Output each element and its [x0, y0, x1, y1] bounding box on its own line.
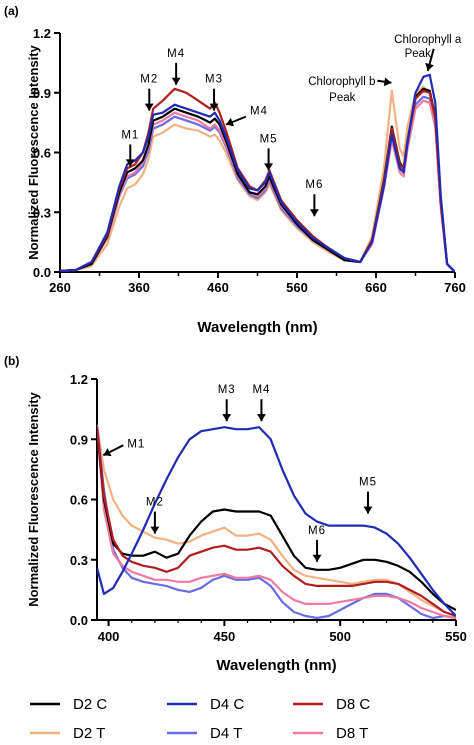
y-tick-label: 0.3: [33, 205, 51, 220]
annotation-label: Chlorophyll a: [394, 34, 462, 46]
legend-label: D4 C: [210, 696, 244, 713]
legend-item: D8 T: [293, 725, 368, 742]
legend-label: D2 C: [73, 696, 107, 713]
panel-a: (a) 0.0 0.3 0.6 0.9 1.2 260 360 460 560 660 760 Wave…: [4, 4, 466, 336]
y-tick-label: 1.2: [70, 372, 88, 387]
annotation-9-head: [425, 62, 434, 71]
annotation-label: M4: [250, 106, 268, 118]
y-tick-label: 1.2: [33, 26, 51, 41]
series-line-d8-t: [97, 427, 456, 620]
legend-item: D2 C: [30, 696, 107, 713]
legend-label: D8 T: [336, 725, 368, 742]
legend-label: D2 T: [73, 725, 105, 742]
annotation-3-head: [209, 103, 219, 111]
y-axis-label: Normalized Fluorescence Intensity: [26, 391, 41, 606]
y-tick-label: 0.9: [33, 86, 51, 101]
x-tick-label: 550: [445, 629, 467, 644]
panel-b: (b) 0.0 0.3 0.6 0.9 1.2 400 450 500 550 Wavelength…: [4, 354, 467, 674]
legend-item: D8 C: [293, 696, 370, 713]
legend-item: D2 T: [30, 725, 105, 742]
y-tick-label: 0.3: [70, 553, 88, 568]
y-tick-label: 0.6: [33, 146, 51, 161]
annotation-label: M1: [121, 129, 139, 141]
x-tick-label: 450: [214, 629, 236, 644]
annotation-2-head: [171, 77, 181, 85]
x-tick-label: 400: [98, 629, 120, 644]
panel-label: (b): [4, 354, 19, 368]
annotation-5-head: [363, 506, 373, 514]
legend-item: D4 T: [167, 725, 242, 742]
legend-label: D8 C: [336, 696, 370, 713]
legend: D2 C D4 C D8 C D2 T D4 T D8 T: [30, 696, 370, 742]
y-tick-label: 0.6: [70, 493, 88, 508]
annotation-label: M4: [167, 48, 185, 60]
y-tick-label: 0.9: [70, 432, 88, 447]
annotation-1-head: [144, 103, 154, 111]
legend-item: D4 C: [167, 696, 244, 713]
x-tick-label: 560: [286, 280, 308, 295]
annotation-label: M3: [205, 74, 223, 86]
annotation-0-head: [125, 159, 135, 167]
legend-label: D4 T: [210, 725, 242, 742]
x-axis-label: Wavelength (nm): [197, 319, 317, 336]
series-line-d4-c: [60, 73, 455, 272]
x-tick-label: 260: [49, 280, 71, 295]
y-tick-label: 0.0: [70, 613, 88, 628]
x-tick-label: 660: [365, 280, 387, 295]
annotation-label: M1: [127, 438, 145, 450]
annotation-label: M6: [308, 525, 326, 537]
annotation-0-head: [103, 448, 112, 457]
annotation-label: M2: [140, 74, 158, 86]
x-axis-label: Wavelength (nm): [216, 657, 336, 674]
annotation-label: Peak: [405, 48, 431, 60]
y-axis-label: Normalized Fluorescence Intensity: [26, 44, 41, 259]
annotation-label: M5: [260, 133, 278, 145]
panel-label: (a): [4, 4, 19, 18]
annotation-label: M5: [359, 477, 377, 489]
annotation-5-head: [264, 163, 274, 171]
annotation-label: M6: [305, 179, 323, 191]
annotation-label: M3: [218, 384, 236, 396]
x-tick-label: 460: [207, 280, 229, 295]
series-line-d8-c: [97, 427, 456, 618]
annotation-label: Chlorophyll b: [308, 76, 375, 88]
series-line-d2-c: [97, 429, 456, 611]
annotation-label: Peak: [329, 92, 355, 104]
annotation-3-head: [256, 414, 266, 422]
x-tick-label: 500: [329, 629, 351, 644]
series-line-d2-t: [60, 85, 455, 272]
annotation-label: M2: [146, 497, 164, 509]
series-line-d4-c: [97, 426, 456, 617]
x-tick-label: 360: [128, 280, 150, 295]
annotation-7-head: [383, 77, 392, 87]
x-tick-label: 760: [444, 280, 466, 295]
annotation-6-head: [309, 209, 319, 217]
y-tick-label: 0.0: [33, 265, 51, 280]
annotation-1-head: [150, 526, 160, 534]
annotation-2-head: [222, 414, 232, 422]
annotation-4-head: [312, 554, 322, 562]
annotation-4-head: [225, 117, 235, 127]
annotation-label: M4: [252, 384, 270, 396]
